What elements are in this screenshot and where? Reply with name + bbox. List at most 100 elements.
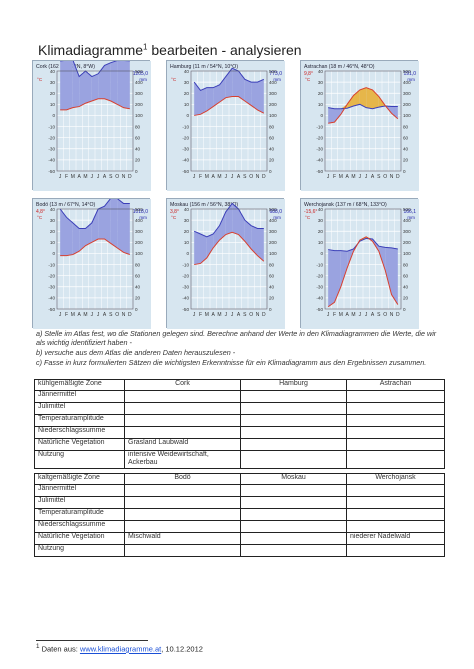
precip-tick-label: 400 [403,218,411,223]
footnote: 1 Daten aus: www.klimadiagramme.at, 10.1… [36,643,203,654]
table2-cell[interactable] [346,508,445,521]
table1-cell[interactable] [346,414,445,427]
table1-cell[interactable] [240,426,347,439]
month-tick-label: A [103,312,107,318]
temp-tick-label: 40 [318,69,324,74]
table1-cell[interactable] [240,402,347,415]
precip-line [328,237,398,252]
table2-cell[interactable] [240,496,347,509]
temp-line [327,236,399,308]
table2-cell[interactable] [124,508,241,521]
temp-tick-label: 0 [52,113,55,118]
table2-cell[interactable] [346,496,445,509]
table1-row-label: Julimittel [34,402,125,415]
table2-cell[interactable] [124,544,241,557]
precip-tick-label: 200 [269,102,277,107]
diagram-temp-mean: 3,8° [170,209,179,215]
temp-tick-label: 10 [184,240,190,245]
table2-row: Temperaturamplitude [34,508,445,521]
temp-tick-label: 40 [184,207,190,212]
table1-cell[interactable] [346,426,445,439]
table1-row: Julimittel [34,402,445,415]
table2-cell[interactable] [240,520,347,533]
table2-cell[interactable] [240,508,347,521]
table1-cell[interactable]: Grasland Laubwald [124,438,241,451]
month-tick-label: J [59,174,62,180]
table2-cell[interactable] [240,544,347,557]
table2-cell[interactable] [240,532,347,545]
month-tick-label: M [71,174,75,180]
diagram-temp-mean: 9,8° [304,71,313,77]
month-tick-label: N [390,312,394,318]
table2-row: Julimittel [34,496,445,509]
temp-line [194,231,265,266]
table2-cell[interactable] [240,484,347,497]
table2-cell[interactable] [124,520,241,533]
precip-tick-label: 40 [135,285,141,290]
month-tick-label: D [262,312,266,318]
table1-row-label: Temperaturamplitude [34,414,125,427]
temp-tick-label: 0 [186,251,189,256]
table2-cell[interactable] [346,520,445,533]
diagram-station-label: Hamburg (11 m / 54°N, 10°O) [170,64,238,70]
precip-tick-label: 20 [269,158,275,163]
table1-cell[interactable] [240,438,347,451]
table2-cell[interactable]: Mischwald [124,532,241,545]
precip-tick-label: 400 [269,80,277,85]
table2-cell[interactable] [346,544,445,557]
table1-cell[interactable]: intensive Weidewirtschaft, Ackerbau [124,450,241,469]
table2-header-cell: Bodö [124,473,241,485]
precip-tick-label: 0 [403,169,406,174]
table2-cell[interactable] [124,484,241,497]
month-tick-label: N [256,312,260,318]
precip-tick-label: 300 [135,229,143,234]
table1-cell[interactable] [240,450,347,469]
temp-line [60,98,130,111]
temp-tick-label: 30 [318,80,324,85]
month-tick-label: D [128,312,132,318]
precip-tick-label: 80 [403,124,409,129]
table2-cell[interactable] [346,484,445,497]
table1-cell[interactable] [346,438,445,451]
precip-tick-label: 60 [135,135,141,140]
month-tick-label: M [71,312,75,318]
temp-tick-label: 40 [318,207,324,212]
table2-header-cell: Werchojansk [346,473,445,485]
footnote-link[interactable]: www.klimadiagramme.at [79,644,162,654]
temp-tick-label: 20 [318,91,324,96]
month-tick-label: A [211,174,215,180]
table1-cell[interactable] [124,426,241,439]
table1-cell[interactable] [346,390,445,403]
page-title: Klimadiagramme1 bearbeiten - analysieren [38,42,302,58]
month-tick-label: M [217,174,221,180]
table2-header-row: kaltgemäßigte Zone Bodö Moskau Werchojansk [34,473,445,485]
precip-tick-label: 100 [403,251,411,256]
table1-cell[interactable] [346,450,445,469]
table1-header-row: kühlgemäßigte Zone Cork Hamburg Astrachan [34,379,445,391]
month-tick-label: J [365,312,368,318]
table2-cell[interactable]: niederer Nadelwald [346,532,445,545]
temp-tick-label: -40 [182,158,189,163]
table1-cell[interactable] [240,390,347,403]
footnote-rule [36,640,148,641]
table1-cell[interactable] [240,414,347,427]
table1-header-cell: Cork [124,379,241,391]
diagram-precip-sum: 166,1 [403,209,416,215]
table1-cell[interactable] [124,390,241,403]
precip-tick-label: 500 [403,207,411,212]
table2-row-label: Niederschlagssumme [34,520,125,533]
temp-tick-label: 30 [184,218,190,223]
month-tick-label: D [396,312,400,318]
month-tick-label: J [359,312,362,318]
table1-cell[interactable] [124,414,241,427]
precip-tick-label: 500 [135,69,143,74]
temp-tick-label: -40 [182,296,189,301]
climate-diagram-werchojansk: Werchojansk (137 m / 68°N, 133°O) -15,6° 1… [300,198,419,329]
temp-tick-label: -40 [48,158,55,163]
table1-cell[interactable] [346,402,445,415]
table1-cell[interactable] [124,402,241,415]
table2-cell[interactable] [124,496,241,509]
temp-tick-label: -50 [48,307,55,312]
precip-tick-label: 20 [269,296,275,301]
temp-tick-label: -20 [48,273,55,278]
